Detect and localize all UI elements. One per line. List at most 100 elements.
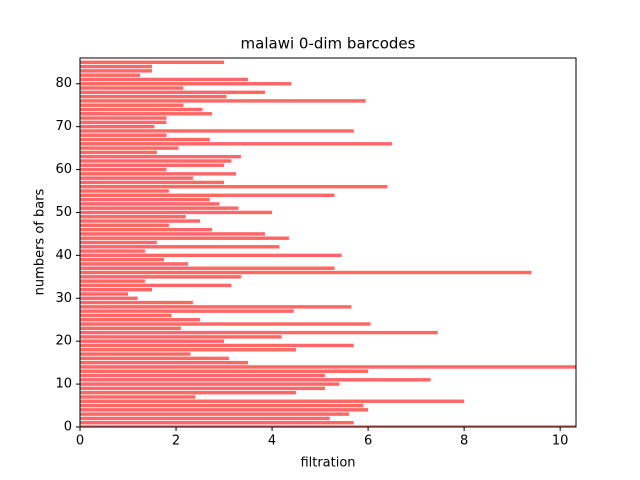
- bar: [80, 172, 237, 176]
- bar: [80, 77, 249, 82]
- bar: [80, 416, 330, 421]
- bar: [80, 318, 201, 322]
- bar: [80, 348, 297, 352]
- bar: [80, 275, 241, 279]
- y-tick-label: 20: [55, 334, 72, 349]
- y-tick-label: 60: [55, 162, 72, 177]
- bar: [80, 300, 193, 305]
- bar: [80, 403, 364, 408]
- x-tick-label: 0: [76, 434, 84, 449]
- bar: [80, 408, 369, 412]
- x-tick-label: 4: [268, 434, 276, 449]
- bar: [80, 373, 325, 378]
- bar: [80, 69, 153, 73]
- bar: [80, 390, 297, 395]
- bar: [80, 64, 153, 69]
- bar: [80, 253, 342, 258]
- bar: [80, 219, 201, 223]
- bar: [80, 382, 340, 386]
- bar: [80, 206, 239, 210]
- bar: [80, 313, 172, 318]
- bar: [80, 142, 393, 146]
- bar: [80, 236, 289, 240]
- bar: [80, 425, 576, 427]
- bar: [80, 283, 232, 288]
- bar: [80, 292, 129, 296]
- bar: [80, 202, 220, 206]
- bar: [80, 296, 138, 300]
- bar: [80, 305, 352, 309]
- bar: [80, 369, 369, 373]
- bar: [80, 137, 210, 142]
- bar: [80, 189, 169, 193]
- x-axis-label: filtration: [300, 456, 355, 471]
- x-tick-label: 2: [172, 434, 180, 449]
- y-tick-label: 40: [55, 248, 72, 263]
- bar: [80, 335, 282, 339]
- bar: [80, 309, 294, 313]
- bar: [80, 412, 349, 416]
- bar: [80, 420, 354, 425]
- bar: [80, 322, 371, 326]
- bar: [80, 232, 265, 236]
- bar: [80, 129, 354, 133]
- bar: [80, 124, 155, 129]
- bar: [80, 339, 225, 343]
- bar: [80, 223, 169, 228]
- bar: [80, 378, 431, 382]
- bar: [80, 73, 141, 77]
- axes-frame: [79, 57, 577, 428]
- bar: [80, 112, 213, 116]
- bar: [80, 86, 184, 90]
- bar: [80, 154, 241, 159]
- bar: [80, 159, 232, 163]
- bar: [80, 215, 186, 219]
- plot-area: [80, 60, 576, 427]
- bar: [80, 352, 191, 356]
- bar: [80, 60, 225, 65]
- y-tick-label: 0: [64, 420, 72, 435]
- x-tick-label: 6: [364, 434, 372, 449]
- bar: [80, 82, 292, 86]
- bar: [80, 249, 145, 253]
- bar: [80, 133, 167, 137]
- bar: [80, 90, 265, 95]
- bar: [80, 176, 193, 180]
- bar: [80, 99, 366, 103]
- bar: [80, 245, 280, 249]
- y-tick-label: 10: [55, 377, 72, 392]
- bar: [80, 360, 249, 365]
- bar: [80, 266, 335, 270]
- x-tick-label: 10: [552, 434, 569, 449]
- bar: [80, 395, 196, 399]
- bar: [80, 193, 335, 198]
- bar: [80, 103, 184, 107]
- bar: [80, 227, 213, 232]
- bar: [80, 107, 203, 112]
- bar: [80, 94, 227, 99]
- bar: [80, 150, 157, 155]
- bar: [80, 146, 179, 150]
- bar: [80, 343, 354, 348]
- bar: [80, 279, 145, 283]
- y-axis-label: numbers of bars: [33, 188, 48, 295]
- bar: [80, 257, 165, 262]
- bar: [80, 163, 225, 167]
- bar: [80, 240, 157, 245]
- bar: [80, 185, 388, 189]
- bar: [80, 365, 576, 369]
- bar: [80, 120, 167, 125]
- bar: [80, 116, 167, 120]
- y-tick-label: 70: [55, 119, 72, 134]
- y-tick-label: 30: [55, 291, 72, 306]
- bar: [80, 180, 225, 185]
- bar: [80, 386, 325, 391]
- bar: [80, 330, 438, 335]
- bar: [80, 326, 181, 331]
- bar: [80, 399, 465, 403]
- x-tick-label: 8: [460, 434, 468, 449]
- chart-title: malawi 0-dim barcodes: [241, 35, 416, 53]
- bar: [80, 356, 229, 361]
- y-tick-label: 80: [55, 76, 72, 91]
